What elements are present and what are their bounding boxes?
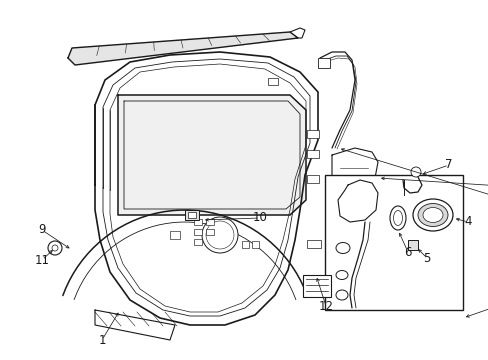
Text: 5: 5 <box>423 252 430 265</box>
Text: 4: 4 <box>463 216 471 229</box>
Ellipse shape <box>335 290 347 300</box>
Bar <box>306 175 318 183</box>
Text: 12: 12 <box>318 300 333 312</box>
Text: 11: 11 <box>35 253 49 266</box>
Ellipse shape <box>393 211 402 225</box>
Bar <box>242 241 248 248</box>
Bar <box>306 240 320 248</box>
Bar <box>184 210 199 220</box>
Text: 1: 1 <box>98 333 105 346</box>
Ellipse shape <box>335 243 349 253</box>
Text: 9: 9 <box>38 224 46 237</box>
Ellipse shape <box>422 207 442 222</box>
Ellipse shape <box>335 270 347 279</box>
Bar <box>205 229 214 235</box>
Bar <box>194 219 202 225</box>
Bar <box>325 175 462 310</box>
Circle shape <box>52 245 58 251</box>
Bar <box>205 219 214 225</box>
Polygon shape <box>68 32 297 65</box>
Bar <box>306 130 318 138</box>
Circle shape <box>205 221 234 249</box>
Bar <box>306 150 318 158</box>
Ellipse shape <box>412 199 452 231</box>
Ellipse shape <box>417 203 447 226</box>
Bar <box>251 241 259 248</box>
Bar <box>194 229 202 235</box>
Bar <box>194 239 202 245</box>
Circle shape <box>410 167 420 177</box>
Bar <box>317 58 329 68</box>
Circle shape <box>48 241 62 255</box>
Bar <box>170 231 180 239</box>
Ellipse shape <box>389 206 405 230</box>
Bar <box>187 212 196 218</box>
Text: 7: 7 <box>445 158 452 171</box>
Circle shape <box>202 217 238 253</box>
Bar <box>407 240 417 250</box>
Text: 10: 10 <box>252 211 267 225</box>
Polygon shape <box>118 95 305 215</box>
Bar <box>303 275 330 297</box>
Bar <box>267 78 278 85</box>
Text: 6: 6 <box>404 246 411 258</box>
